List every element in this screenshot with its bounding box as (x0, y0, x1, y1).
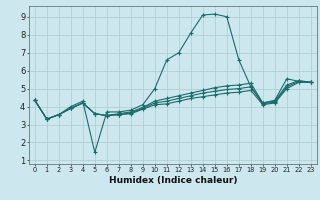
X-axis label: Humidex (Indice chaleur): Humidex (Indice chaleur) (108, 176, 237, 185)
